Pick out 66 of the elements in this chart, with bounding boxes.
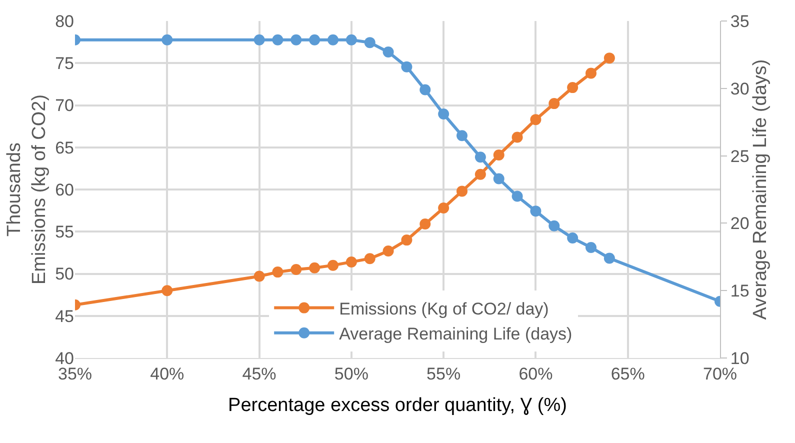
point bbox=[456, 130, 468, 142]
y2-tick-label: 35 bbox=[730, 12, 750, 31]
point bbox=[420, 84, 431, 96]
y-tick-label: 75 bbox=[55, 54, 74, 74]
point bbox=[530, 114, 542, 126]
point bbox=[438, 108, 450, 120]
point bbox=[530, 206, 542, 217]
point bbox=[364, 253, 376, 264]
point bbox=[309, 34, 320, 46]
y-tick-label: 45 bbox=[55, 306, 74, 326]
point bbox=[567, 232, 578, 244]
point bbox=[328, 34, 338, 46]
x-tick-label: 55% bbox=[426, 364, 461, 384]
point bbox=[162, 285, 173, 296]
y-tick-label: 70 bbox=[55, 96, 74, 116]
y-tick-label: 50 bbox=[55, 264, 74, 284]
point bbox=[328, 260, 338, 271]
legend-label: Average Remaining Life (days) bbox=[339, 324, 572, 344]
point bbox=[493, 173, 504, 184]
point bbox=[162, 34, 173, 46]
point bbox=[493, 149, 504, 160]
point bbox=[364, 37, 376, 48]
point bbox=[604, 52, 615, 64]
point bbox=[272, 266, 284, 278]
x-tick-label: 45% bbox=[242, 364, 276, 384]
y2-tick-label: 15 bbox=[730, 282, 750, 301]
y2-tick-label: 20 bbox=[730, 214, 750, 234]
point bbox=[604, 252, 615, 264]
y-axis-title: Thousands Emissions (kg of CO2) bbox=[4, 94, 50, 285]
y-tick-label: 55 bbox=[55, 222, 74, 242]
x-tick-label: 40% bbox=[150, 364, 184, 384]
point bbox=[401, 61, 412, 72]
point bbox=[474, 152, 486, 163]
point bbox=[474, 168, 486, 180]
legend-label: Emissions (Kg of CO2/ day) bbox=[339, 299, 549, 318]
x-tick-label: 60% bbox=[518, 364, 553, 384]
point bbox=[272, 34, 284, 46]
point bbox=[346, 256, 357, 268]
x-axis-title: Percentage excess order quantity, Ɣ (%) bbox=[228, 395, 567, 416]
point bbox=[586, 242, 596, 253]
y2-axis-title: Average Remaining Life (days) bbox=[750, 59, 772, 320]
point bbox=[401, 234, 412, 246]
y-tick-label: 80 bbox=[55, 12, 74, 31]
x-tick-label: 65% bbox=[610, 364, 645, 384]
point bbox=[586, 68, 596, 79]
point bbox=[346, 34, 357, 46]
y-tick-label: 60 bbox=[55, 180, 74, 200]
y-tick-label: 65 bbox=[55, 138, 74, 158]
point bbox=[254, 270, 265, 282]
x-tick-label: 50% bbox=[334, 364, 368, 384]
point bbox=[548, 220, 560, 232]
point bbox=[567, 82, 578, 94]
point bbox=[290, 34, 302, 46]
point bbox=[456, 186, 468, 197]
point bbox=[512, 132, 523, 143]
point bbox=[548, 98, 560, 110]
point bbox=[420, 218, 431, 230]
point bbox=[382, 46, 394, 58]
point bbox=[254, 34, 265, 46]
point bbox=[290, 264, 302, 276]
point bbox=[309, 262, 320, 274]
point bbox=[438, 202, 450, 214]
point bbox=[512, 190, 523, 202]
y2-tick-label: 30 bbox=[730, 79, 750, 98]
point bbox=[382, 246, 394, 256]
y2-tick-label: 25 bbox=[730, 146, 750, 166]
